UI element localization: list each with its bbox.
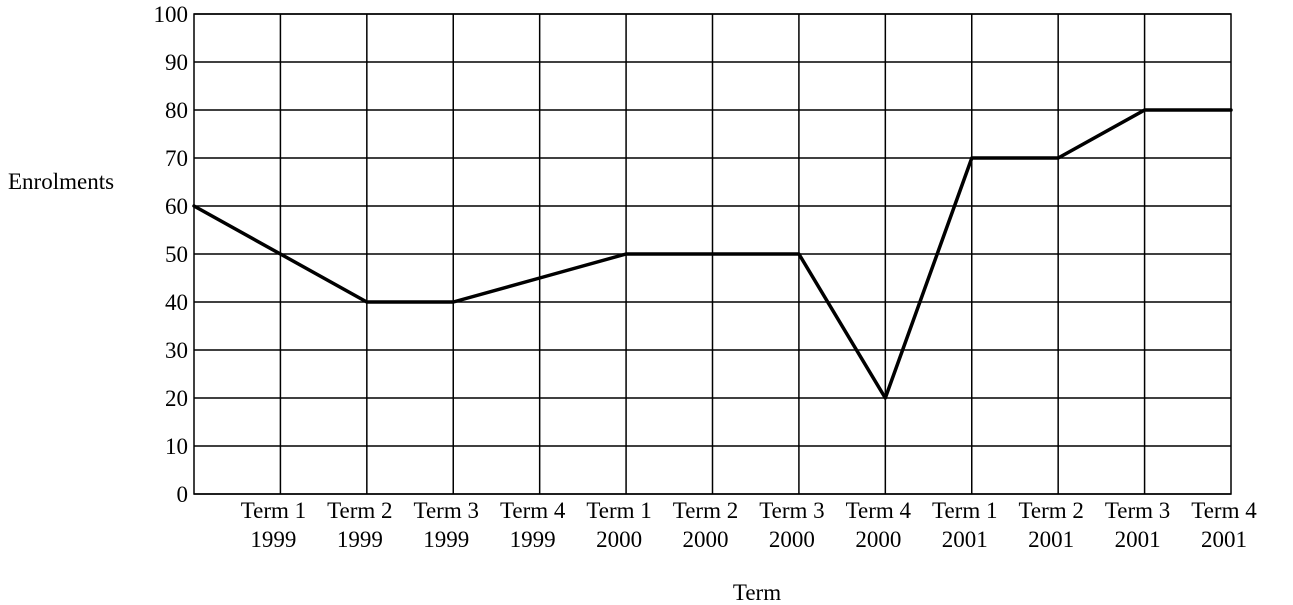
x-tick-label-year: 1999 — [510, 527, 556, 552]
x-tick-label-term: Term 4 — [846, 498, 912, 523]
x-axis-title: Term — [733, 580, 781, 605]
x-tick-label-term: Term 1 — [241, 498, 306, 523]
x-tick-label-term: Term 2 — [327, 498, 392, 523]
y-tick-label: 50 — [165, 242, 188, 267]
x-tick-label-year: 1999 — [337, 527, 383, 552]
y-tick-label: 40 — [165, 290, 188, 315]
x-tick-label-term: Term 3 — [414, 498, 479, 523]
x-tick-label-year: 2001 — [942, 527, 988, 552]
grid — [193, 13, 1232, 495]
x-axis-ticks: Term 1 1999 Term 2 1999 Term 3 1999 Term 4 1999… — [241, 498, 1258, 552]
y-tick-label: 30 — [165, 338, 188, 363]
x-tick-label-year: 1999 — [423, 527, 469, 552]
x-tick-label-term: Term 3 — [1105, 498, 1170, 523]
y-tick-label: 80 — [165, 98, 188, 123]
x-tick-label-year: 2001 — [1115, 527, 1161, 552]
y-tick-label: 70 — [165, 146, 188, 171]
series — [192, 108, 1233, 400]
x-tick-label-year: 1999 — [250, 527, 296, 552]
x-tick-label-term: Term 3 — [759, 498, 824, 523]
y-axis-title: Enrolments — [8, 169, 114, 194]
y-tick-label: 60 — [165, 194, 188, 219]
x-tick-label-year: 2000 — [769, 527, 815, 552]
x-tick-label-term: Term 2 — [1018, 498, 1083, 523]
x-tick-label-year: 2001 — [1201, 527, 1247, 552]
y-tick-label: 100 — [154, 2, 189, 27]
x-tick-label-year: 2001 — [1028, 527, 1074, 552]
y-tick-label: 0 — [177, 482, 189, 507]
y-axis-ticks: 0 10 20 30 40 50 60 70 80 90 100 — [154, 2, 189, 507]
x-tick-label-year: 2000 — [855, 527, 901, 552]
x-tick-label-term: Term 1 — [932, 498, 997, 523]
x-tick-label-term: Term 1 — [586, 498, 651, 523]
y-tick-label: 90 — [165, 50, 188, 75]
x-tick-label-term: Term 2 — [673, 498, 738, 523]
x-tick-label-year: 2000 — [683, 527, 729, 552]
y-tick-label: 10 — [165, 434, 188, 459]
x-tick-label-year: 2000 — [596, 527, 642, 552]
x-tick-label-term: Term 4 — [1191, 498, 1257, 523]
y-tick-label: 20 — [165, 386, 188, 411]
x-tick-label-term: Term 4 — [500, 498, 566, 523]
